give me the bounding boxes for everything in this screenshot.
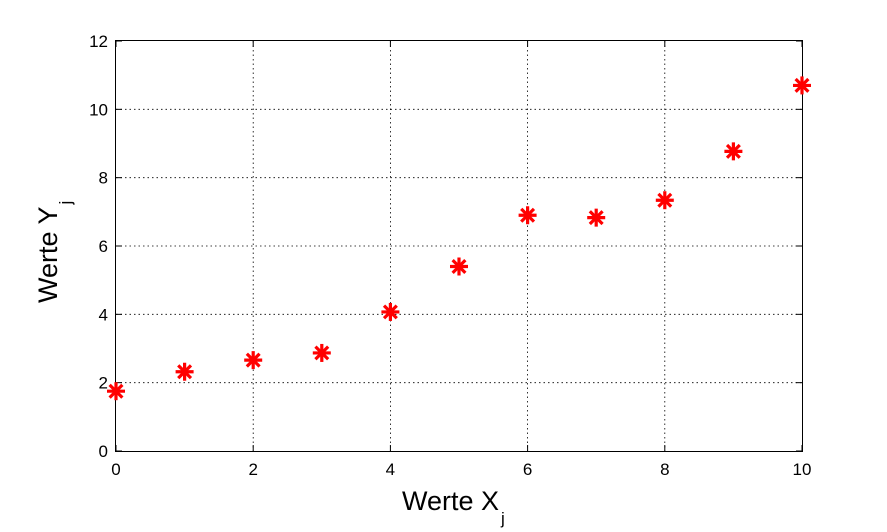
x-axis-label: Werte Xj <box>402 486 505 528</box>
data-point <box>244 351 263 370</box>
y-axis-label-main: Werte Y <box>33 206 63 303</box>
x-axis-label-main: Werte X <box>402 486 499 516</box>
data-point <box>793 76 811 95</box>
x-tick-label: 8 <box>660 460 669 479</box>
x-tick-label: 2 <box>248 460 257 479</box>
plot-frame <box>115 40 803 452</box>
x-tick-label: 10 <box>793 460 812 479</box>
data-point <box>450 257 468 276</box>
data-point <box>724 142 743 161</box>
y-tick-label: 0 <box>99 442 108 461</box>
data-point <box>587 208 606 227</box>
data-points <box>107 76 811 401</box>
data-point <box>175 362 194 381</box>
x-tick-label: 6 <box>523 460 532 479</box>
data-point <box>381 302 400 321</box>
y-tick-label: 6 <box>99 237 108 256</box>
data-point <box>107 382 125 401</box>
grid-lines <box>116 41 802 451</box>
x-tick-label: 4 <box>386 460 395 479</box>
y-tick-labels: 0 2 4 6 8 10 12 <box>89 32 108 461</box>
x-tick-labels: 0 2 4 6 8 10 <box>111 460 811 479</box>
x-tick-label: 0 <box>111 460 120 479</box>
data-point <box>518 206 537 225</box>
y-axis-label: Werte Yj <box>33 201 75 303</box>
y-axis-label-subscript: j <box>56 201 75 206</box>
axis-ticks <box>115 40 803 452</box>
y-tick-label: 4 <box>99 305 108 324</box>
x-axis-label-subscript: j <box>500 509 505 528</box>
y-tick-label: 2 <box>99 374 108 393</box>
data-point <box>312 343 331 362</box>
data-point <box>655 191 674 210</box>
y-tick-label: 8 <box>99 169 108 188</box>
y-tick-label: 12 <box>89 32 108 51</box>
y-tick-label: 10 <box>89 100 108 119</box>
